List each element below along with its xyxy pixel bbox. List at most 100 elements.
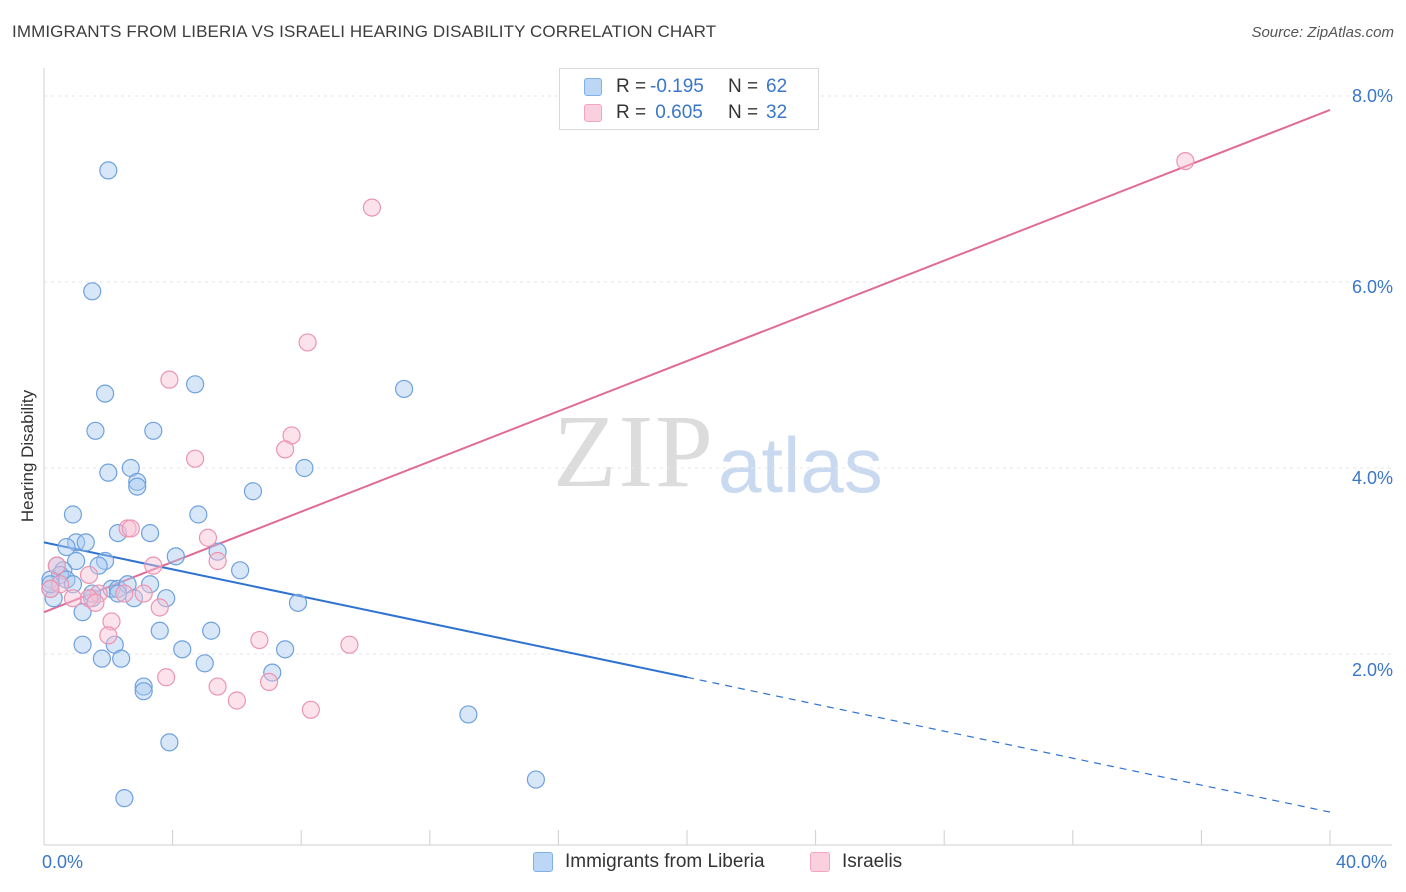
point-liberia bbox=[173, 640, 192, 659]
series-israelis-points bbox=[41, 152, 1195, 719]
point-liberia bbox=[166, 547, 185, 566]
legend-r-value: 0.605 bbox=[650, 102, 703, 123]
legend-swatch-pink bbox=[584, 104, 602, 122]
point-israelis bbox=[186, 449, 205, 468]
legend-swatch-pink bbox=[810, 852, 830, 872]
point-liberia bbox=[150, 621, 169, 640]
point-liberia bbox=[89, 556, 108, 575]
point-israelis bbox=[121, 519, 140, 538]
point-liberia bbox=[112, 649, 131, 668]
legend-item-israelis[interactable]: Israelis bbox=[810, 851, 902, 873]
legend-row-liberia: R = -0.195 N = 62 bbox=[584, 75, 787, 99]
point-liberia bbox=[67, 533, 86, 552]
point-israelis bbox=[50, 575, 70, 594]
point-liberia bbox=[202, 621, 221, 640]
point-liberia bbox=[140, 523, 160, 543]
point-israelis bbox=[157, 668, 176, 687]
point-liberia bbox=[134, 682, 153, 701]
point-liberia bbox=[128, 477, 147, 496]
point-israelis bbox=[227, 691, 246, 710]
point-liberia bbox=[67, 551, 86, 571]
point-israelis bbox=[41, 579, 60, 599]
point-israelis bbox=[259, 672, 279, 692]
point-liberia bbox=[92, 649, 111, 668]
legend-n-label: N = bbox=[728, 102, 759, 123]
legend-n-label: N = bbox=[728, 76, 759, 97]
point-israelis bbox=[86, 593, 105, 612]
trend-line-liberia bbox=[43, 541, 688, 679]
legend-item-liberia[interactable]: Immigrants from Liberia bbox=[533, 851, 765, 873]
legend-label-liberia: Immigrants from Liberia bbox=[565, 851, 765, 872]
series-liberia-points bbox=[41, 161, 545, 808]
point-israelis bbox=[208, 677, 227, 696]
legend-n-value: 32 bbox=[766, 102, 788, 123]
point-israelis bbox=[115, 584, 134, 603]
chart-title: IMMIGRANTS FROM LIBERIA VS ISRAELI HEARI… bbox=[12, 22, 717, 41]
watermark-zip: ZIP bbox=[553, 394, 715, 509]
point-liberia bbox=[288, 593, 308, 612]
point-liberia bbox=[394, 379, 414, 399]
point-liberia bbox=[134, 677, 153, 696]
point-liberia bbox=[41, 575, 60, 594]
y-tick-label-2: 2.0% bbox=[1351, 660, 1393, 680]
x-tick-label-0: 0.0% bbox=[42, 852, 84, 872]
point-israelis bbox=[208, 551, 227, 571]
trend-line-liberia-extension bbox=[686, 676, 1331, 813]
y-tick-label-6: 6.0% bbox=[1351, 277, 1393, 297]
y-axis-label: Hearing Disability bbox=[18, 389, 37, 523]
point-liberia bbox=[76, 533, 95, 552]
point-israelis bbox=[276, 440, 295, 459]
legend-r-value: -0.195 bbox=[650, 76, 704, 97]
point-israelis bbox=[47, 556, 66, 575]
legend-n-value: 62 bbox=[766, 76, 788, 97]
legend-r-label: R = bbox=[616, 76, 647, 97]
point-liberia bbox=[459, 705, 478, 724]
point-liberia bbox=[115, 789, 134, 808]
point-israelis bbox=[198, 528, 218, 547]
point-israelis bbox=[150, 598, 169, 617]
point-liberia bbox=[128, 472, 147, 492]
point-israelis bbox=[340, 635, 359, 654]
point-liberia bbox=[63, 575, 83, 594]
point-liberia bbox=[140, 575, 160, 594]
legend-r-label: R = bbox=[616, 102, 647, 123]
point-liberia bbox=[73, 635, 92, 654]
point-israelis bbox=[102, 612, 121, 631]
point-israelis bbox=[79, 565, 99, 585]
legend-swatch-blue bbox=[584, 78, 602, 96]
point-israelis bbox=[298, 333, 317, 352]
x-tick-label-40: 40.0% bbox=[1336, 852, 1388, 872]
point-liberia bbox=[186, 375, 205, 394]
series-legend: Immigrants from Liberia Israelis bbox=[0, 851, 1406, 877]
legend-label-israelis: Israelis bbox=[842, 851, 903, 872]
point-liberia bbox=[99, 161, 118, 180]
trend-line-israelis bbox=[43, 109, 1331, 614]
correlation-legend: R = -0.195 N = 62 R = 0.605 N = 32 bbox=[559, 68, 819, 130]
point-liberia bbox=[231, 561, 250, 580]
axes bbox=[43, 68, 1392, 846]
point-liberia bbox=[83, 282, 102, 301]
point-israelis bbox=[134, 584, 153, 603]
point-liberia bbox=[57, 537, 76, 557]
point-liberia bbox=[208, 542, 227, 561]
legend-row-israelis: R = 0.605 N = 32 bbox=[584, 101, 787, 125]
y-tick-label-8: 8.0% bbox=[1351, 86, 1393, 106]
point-israelis bbox=[99, 626, 118, 645]
point-liberia bbox=[195, 654, 214, 673]
point-liberia bbox=[86, 421, 105, 440]
source-label: Source: ZipAtlas.com bbox=[1251, 24, 1394, 41]
point-israelis bbox=[160, 370, 179, 389]
point-liberia bbox=[276, 640, 295, 659]
point-liberia bbox=[526, 770, 545, 789]
y-tick-label-4: 4.0% bbox=[1351, 468, 1393, 488]
point-israelis bbox=[362, 198, 382, 217]
point-liberia bbox=[295, 458, 314, 478]
point-liberia bbox=[243, 482, 263, 501]
legend-swatch-blue bbox=[533, 852, 553, 872]
point-liberia bbox=[144, 421, 163, 440]
point-israelis bbox=[301, 700, 320, 719]
point-liberia bbox=[157, 589, 176, 608]
point-israelis bbox=[250, 630, 269, 650]
point-liberia bbox=[160, 733, 179, 752]
